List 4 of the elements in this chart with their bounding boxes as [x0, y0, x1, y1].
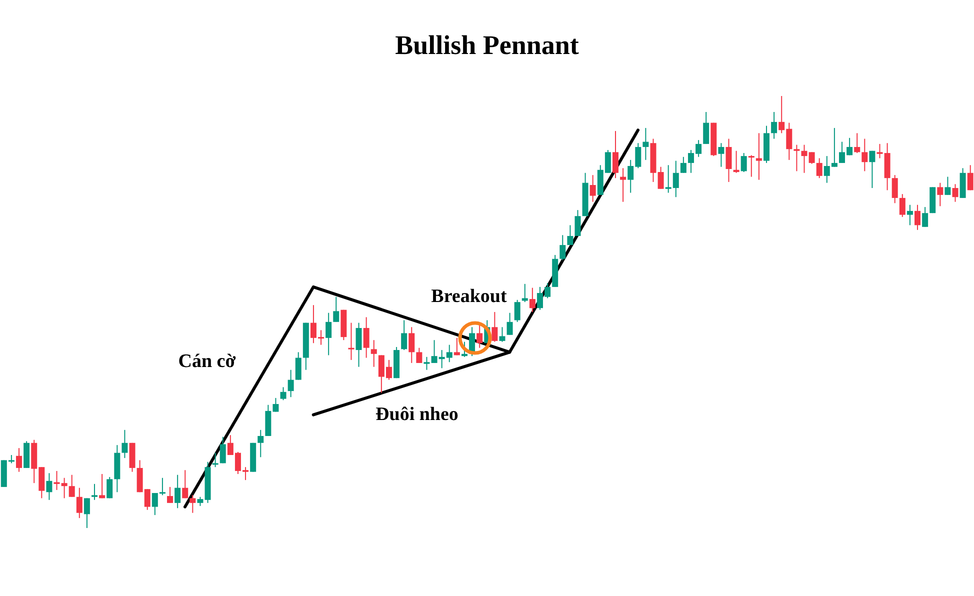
annotation: Breakout	[430, 286, 508, 308]
annotation: Đuôi nheo	[374, 404, 460, 426]
annotation: Cán cờ	[177, 351, 237, 373]
chart-title: Bullish Pennant	[394, 30, 580, 61]
